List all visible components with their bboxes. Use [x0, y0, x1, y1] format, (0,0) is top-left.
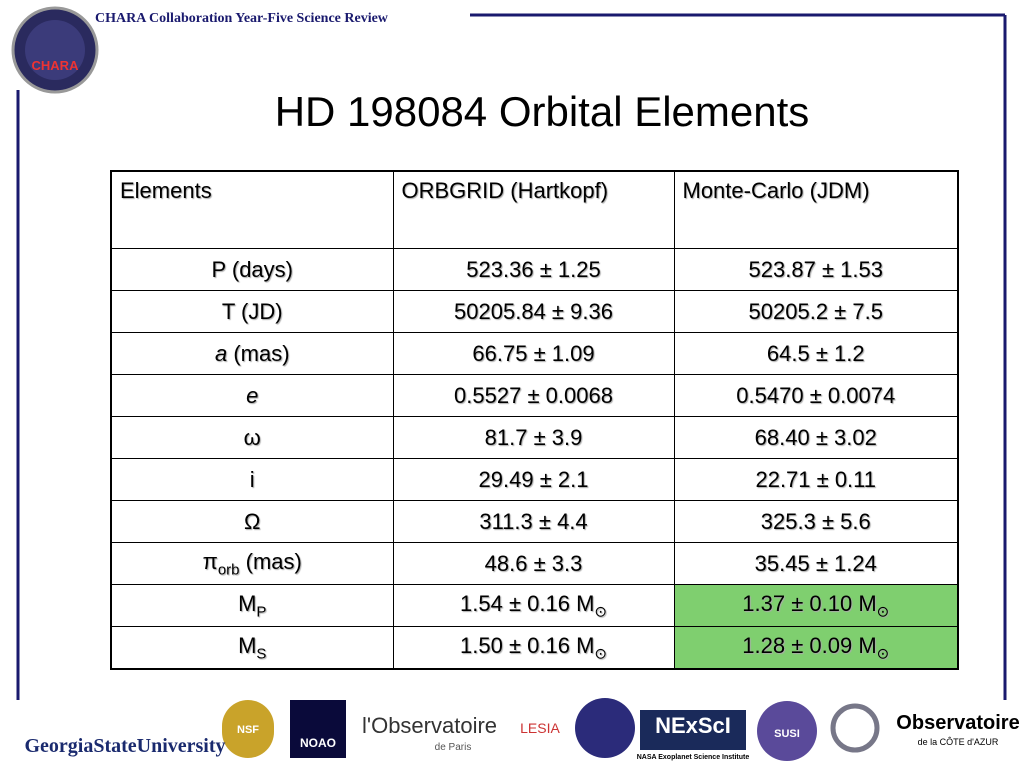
- logo-text: SUSI: [774, 728, 800, 740]
- text: (mas): [227, 340, 290, 366]
- row: MP 1.54 ± 0.16 M⊙ 1.37 ± 0.10 M⊙: [110, 584, 959, 627]
- logo-text: NSF: [237, 724, 259, 736]
- logo-text: Observatoire: [896, 712, 1019, 734]
- row: πorb (mas) 48.6 ± 3.3 35.45 ± 1.24: [110, 542, 959, 585]
- cell: 68.40 ± 3.02: [673, 416, 959, 459]
- cell: 325.3 ± 5.6: [673, 500, 959, 543]
- cell: Ω: [110, 500, 394, 543]
- chara-logo-inner: [25, 20, 85, 80]
- cell: 1.37 ± 0.10 M⊙: [673, 584, 959, 627]
- row: Ω 311.3 ± 4.4 325.3 ± 5.6: [110, 500, 959, 543]
- cell: ω: [110, 416, 394, 459]
- cell: 1.54 ± 0.16 M⊙: [392, 584, 675, 627]
- logo-bg: [575, 698, 635, 758]
- text: (mas): [239, 548, 302, 574]
- cell: 0.5527 ± 0.0068: [392, 374, 675, 417]
- sub: S: [256, 645, 267, 663]
- logo-bg: [290, 700, 346, 758]
- logo-text: LESIA: [520, 720, 560, 736]
- logo-text: GeorgiaStateUniversity: [24, 735, 225, 757]
- cell: 50205.2 ± 7.5: [673, 290, 959, 333]
- row: i 29.49 ± 2.1 22.71 ± 0.11: [110, 458, 959, 501]
- cell: 50205.84 ± 9.36: [392, 290, 675, 333]
- cell: 0.5470 ± 0.0074: [673, 374, 959, 417]
- column-header: Monte-Carlo (JDM): [673, 170, 959, 249]
- text: M: [238, 590, 257, 616]
- cell: 48.6 ± 3.3: [392, 542, 675, 585]
- logo-text: de la CÔTE d'AZUR: [918, 737, 999, 747]
- logo-bg: [830, 703, 880, 753]
- sub: ⊙: [876, 645, 890, 663]
- header: CHARA Collaboration Year-Five Science Re…: [95, 11, 388, 26]
- cell: T (JD): [110, 290, 394, 333]
- row: e 0.5527 ± 0.0068 0.5470 ± 0.0074: [110, 374, 959, 417]
- italic: e: [246, 382, 259, 408]
- cell: MP: [110, 584, 394, 627]
- logo-text: de Paris: [435, 742, 472, 753]
- cell: πorb (mas): [110, 542, 394, 585]
- sub: orb: [217, 561, 240, 579]
- column-header: Elements: [110, 170, 394, 249]
- logo-bg: [640, 710, 746, 750]
- text: π: [202, 548, 218, 574]
- cell: 22.71 ± 0.11: [673, 458, 959, 501]
- cell: a (mas): [110, 332, 394, 375]
- row: a (mas) 66.75 ± 1.09 64.5 ± 1.2: [110, 332, 959, 375]
- cell: 1.28 ± 0.09 M⊙: [673, 626, 959, 670]
- row: MS 1.50 ± 0.16 M⊙ 1.28 ± 0.09 M⊙: [110, 626, 959, 670]
- cell: MS: [110, 626, 394, 670]
- logo-text: NOAO: [300, 736, 336, 750]
- logo-strip: GeorgiaStateUniversity NSF NOAO l'Observato…: [24, 698, 1020, 761]
- italic: a: [214, 340, 228, 366]
- header-row: Elements ORBGRID (Hartkopf) Monte-Carlo (J…: [110, 170, 959, 249]
- cell: e: [110, 374, 394, 417]
- cell: 1.50 ± 0.16 M⊙: [392, 626, 675, 670]
- row: P (days) 523.36 ± 1.25 523.87 ± 1.53: [110, 248, 959, 291]
- sub: P: [256, 603, 267, 621]
- column-header: ORBGRID (Hartkopf): [392, 170, 675, 249]
- cell: i: [110, 458, 394, 501]
- table: Elements ORBGRID (Hartkopf) Monte-Carlo (J…: [110, 170, 959, 670]
- row: ω 81.7 ± 3.9 68.40 ± 3.02: [110, 416, 959, 459]
- logo-text: NExScI: [655, 713, 731, 738]
- text: 1.50 ± 0.16 M: [460, 632, 595, 658]
- cell: 523.36 ± 1.25: [392, 248, 675, 291]
- cell: 35.45 ± 1.24: [673, 542, 959, 585]
- cell: 29.49 ± 2.1: [392, 458, 675, 501]
- cell: 523.87 ± 1.53: [673, 248, 959, 291]
- logo-text: l'Observatoire: [362, 713, 497, 738]
- logo-bg: [222, 700, 274, 758]
- logo-bg: [757, 701, 817, 761]
- text: M: [238, 632, 257, 658]
- slide-title: HD 198084 Orbital Elements: [274, 88, 810, 135]
- logo-text: CHARA: [32, 58, 80, 73]
- text: 1.28 ± 0.09 M: [742, 632, 877, 658]
- logo-text: NASA Exoplanet Science Institute: [637, 754, 750, 761]
- sub: ⊙: [594, 645, 607, 663]
- sub: ⊙: [594, 603, 607, 621]
- cell: 64.5 ± 1.2: [673, 332, 959, 375]
- row: T (JD) 50205.84 ± 9.36 50205.2 ± 7.5: [110, 290, 959, 333]
- cell: 81.7 ± 3.9: [392, 416, 675, 459]
- sub: ⊙: [876, 603, 890, 621]
- text: 1.37 ± 0.10 M: [742, 590, 877, 616]
- cell: 311.3 ± 4.4: [392, 500, 675, 543]
- text: 1.54 ± 0.16 M: [460, 590, 595, 616]
- cell: P (days): [110, 248, 394, 291]
- cell: 66.75 ± 1.09: [392, 332, 675, 375]
